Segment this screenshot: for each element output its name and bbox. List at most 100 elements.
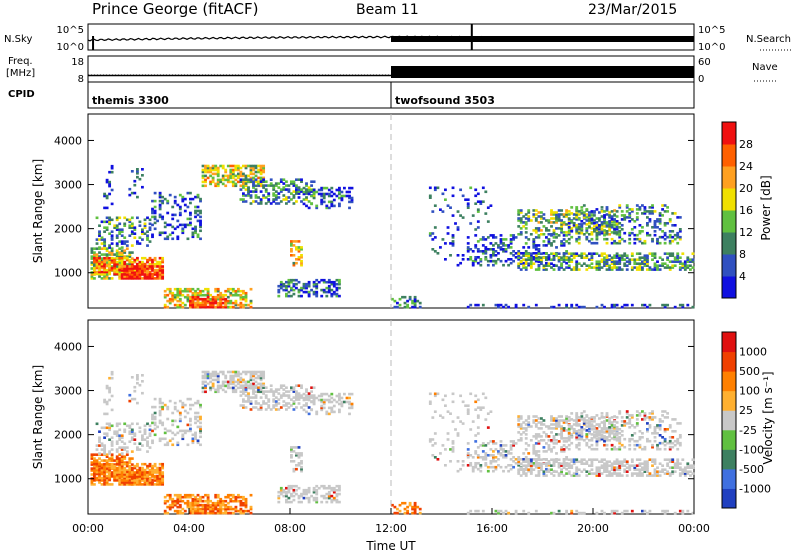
power-cell bbox=[628, 258, 632, 261]
velocity-cell bbox=[196, 497, 200, 501]
power-cell bbox=[153, 227, 157, 231]
velocity-cell bbox=[244, 509, 248, 513]
power-cell bbox=[320, 202, 324, 206]
velocity-cell bbox=[181, 507, 185, 511]
velocity-cell bbox=[216, 501, 220, 505]
velocity-cell bbox=[625, 509, 629, 513]
velocity-cell bbox=[151, 441, 154, 445]
velocity-cell bbox=[411, 505, 415, 509]
power-cell bbox=[567, 230, 571, 233]
power-cell bbox=[194, 301, 197, 305]
power-cell bbox=[633, 233, 637, 237]
velocity-cell bbox=[136, 479, 139, 482]
power-cell bbox=[216, 301, 220, 305]
power-cell bbox=[176, 303, 180, 307]
power-cell bbox=[199, 229, 202, 233]
power-cell bbox=[325, 290, 329, 294]
velocity-cell bbox=[302, 488, 306, 492]
power-cell bbox=[560, 227, 564, 230]
power-cell bbox=[272, 186, 276, 189]
velocity-cell bbox=[120, 436, 124, 439]
power-cell bbox=[562, 242, 566, 245]
power-cell bbox=[575, 230, 579, 233]
power-cell bbox=[191, 231, 195, 235]
velocity-cell bbox=[560, 472, 564, 475]
velocity-cell bbox=[638, 470, 642, 473]
power-cell bbox=[143, 218, 147, 222]
power-cell bbox=[163, 303, 167, 307]
velocity-cell bbox=[105, 412, 109, 416]
velocity-cell bbox=[537, 421, 541, 424]
power-cell bbox=[166, 235, 170, 239]
power-cell bbox=[555, 252, 558, 255]
velocity-cell bbox=[625, 460, 629, 463]
power-cell bbox=[158, 260, 162, 264]
power-cell bbox=[524, 262, 528, 265]
velocity-cell bbox=[211, 374, 215, 378]
power-cell bbox=[103, 275, 107, 278]
velocity-cell bbox=[148, 479, 152, 482]
velocity-cell bbox=[153, 421, 157, 425]
velocity-cell bbox=[158, 397, 162, 401]
power-cell bbox=[242, 178, 245, 181]
power-cell bbox=[689, 264, 692, 267]
power-cell bbox=[588, 258, 591, 261]
power-cell bbox=[274, 184, 278, 187]
colorbar-frame bbox=[721, 121, 737, 299]
power-cell bbox=[110, 266, 114, 270]
velocity-cell bbox=[95, 462, 99, 466]
velocity-cell bbox=[98, 462, 101, 466]
power-cell bbox=[171, 225, 175, 229]
velocity-cell bbox=[262, 382, 266, 386]
velocity-cell bbox=[201, 390, 205, 394]
velocity-cell bbox=[588, 464, 591, 467]
power-cell bbox=[189, 197, 192, 201]
velocity-cell bbox=[274, 400, 278, 403]
power-cell bbox=[118, 232, 122, 235]
power-cell bbox=[489, 259, 493, 263]
velocity-cell bbox=[231, 511, 235, 515]
velocity-cell bbox=[214, 501, 218, 505]
velocity-cell bbox=[489, 440, 493, 443]
velocity-cell bbox=[555, 470, 558, 473]
power-cell bbox=[497, 252, 500, 255]
velocity-cell bbox=[613, 468, 617, 471]
velocity-cell bbox=[560, 470, 564, 473]
velocity-cell bbox=[605, 460, 609, 463]
velocity-cell bbox=[598, 472, 601, 475]
power-cell bbox=[550, 244, 553, 247]
power-cell bbox=[494, 303, 498, 307]
power-cell bbox=[522, 246, 526, 249]
power-cell bbox=[565, 215, 569, 218]
power-cell bbox=[242, 305, 245, 309]
velocity-cell bbox=[163, 427, 167, 431]
velocity-cell bbox=[537, 433, 541, 436]
velocity-cell bbox=[229, 370, 233, 374]
power-cell bbox=[497, 244, 500, 247]
power-cell bbox=[216, 297, 220, 301]
velocity-cell bbox=[524, 472, 528, 475]
power-cell bbox=[115, 244, 119, 247]
velocity-cell bbox=[560, 448, 564, 451]
velocity-cell bbox=[668, 466, 672, 469]
power-cell bbox=[189, 299, 192, 303]
velocity-cell bbox=[244, 382, 248, 386]
velocity-cell bbox=[547, 464, 551, 467]
velocity-cell bbox=[186, 499, 190, 503]
power-cell bbox=[658, 235, 662, 239]
velocity-cell bbox=[547, 448, 551, 451]
power-cell bbox=[239, 184, 243, 188]
velocity-cell bbox=[332, 398, 336, 402]
power-cell bbox=[123, 216, 127, 220]
velocity-cell bbox=[219, 370, 223, 374]
power-cell bbox=[133, 191, 137, 195]
power-cell bbox=[153, 256, 157, 260]
velocity-cell bbox=[537, 462, 541, 465]
power-cell bbox=[562, 238, 566, 241]
power-cell bbox=[226, 174, 230, 178]
power-cell bbox=[332, 204, 336, 208]
power-cell bbox=[168, 233, 172, 237]
power-cell bbox=[105, 256, 109, 260]
velocity-cell bbox=[322, 400, 326, 404]
power-cell bbox=[110, 258, 114, 262]
